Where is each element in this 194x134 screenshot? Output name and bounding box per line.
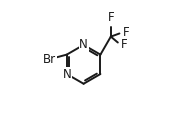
Text: F: F <box>107 11 114 24</box>
Text: N: N <box>62 68 71 81</box>
Text: F: F <box>123 26 129 39</box>
Text: Br: Br <box>43 53 56 66</box>
Text: F: F <box>120 38 127 51</box>
Text: N: N <box>79 38 88 51</box>
